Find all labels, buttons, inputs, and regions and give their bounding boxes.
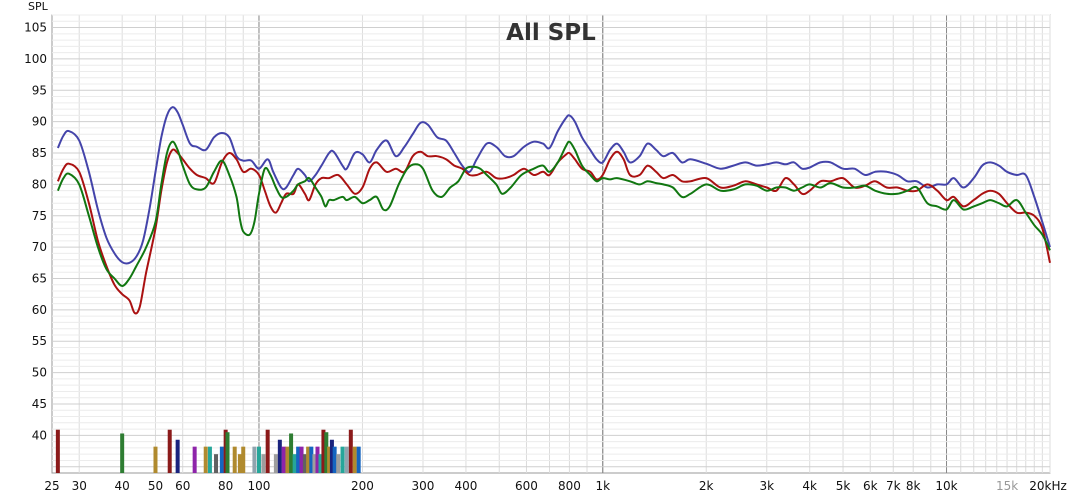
series-line	[56, 140, 1051, 287]
marker-bar	[232, 446, 237, 473]
marker-bar	[292, 454, 297, 473]
marker-bar	[285, 446, 290, 473]
marker-bar	[312, 454, 317, 473]
marker-bar	[55, 429, 60, 473]
x-tick-label: 800	[558, 479, 581, 493]
x-tick-label: 60	[175, 479, 190, 493]
x-tick-label: 3k	[759, 479, 774, 493]
y-axis-title: SPL	[28, 0, 49, 13]
marker-bar	[225, 432, 230, 473]
y-tick-label: 95	[32, 83, 47, 97]
x-tick-label: 100	[248, 479, 271, 493]
y-tick-label: 55	[32, 334, 47, 348]
marker-bar	[344, 446, 349, 473]
marker-bar	[273, 454, 278, 473]
y-tick-label: 80	[32, 177, 47, 191]
chart-title: All SPL	[506, 20, 596, 46]
x-tick-label: 400	[454, 479, 477, 493]
marker-bar	[329, 439, 334, 473]
y-tick-labels: 40 45 50 55 60 65 70 75 80 85 90 95 100 105	[24, 21, 47, 443]
marker-bar	[214, 454, 219, 473]
marker-bar	[327, 446, 332, 473]
plot-area	[51, 14, 1051, 474]
series-line	[56, 106, 1051, 265]
curves	[56, 106, 1051, 315]
x-tick-label: 5k	[836, 479, 851, 493]
marker-bar	[167, 429, 172, 473]
marker-bar	[241, 446, 246, 473]
marker-bar	[324, 432, 329, 473]
x-tick-labels: 25 30 40 50 60 80 100 200 300 400 600 800 1k 2k 3k 4k 5k…	[44, 479, 1066, 493]
y-tick-label: 65	[32, 272, 47, 286]
marker-bar	[252, 446, 257, 473]
y-tick-label: 45	[32, 397, 47, 411]
marker-bar	[261, 454, 266, 473]
marker-bar	[256, 446, 261, 473]
x-tick-label: 4k	[802, 479, 817, 493]
marker-bar	[265, 429, 270, 473]
marker-bars	[55, 429, 361, 473]
marker-bar	[309, 446, 314, 473]
marker-bar	[153, 446, 158, 473]
x-tick-label: 8k	[906, 479, 921, 493]
marker-bar	[203, 446, 208, 473]
marker-bar	[192, 446, 197, 473]
marker-bar	[281, 446, 286, 473]
y-tick-label: 50	[32, 366, 47, 380]
y-tick-label: 60	[32, 303, 47, 317]
marker-bar	[299, 446, 304, 473]
marker-bar	[352, 446, 357, 473]
x-tick-label: 30	[72, 479, 87, 493]
y-tick-label: 85	[32, 146, 47, 160]
marker-bar	[175, 439, 180, 473]
marker-bar	[289, 433, 294, 473]
x-tick-label: 6k	[863, 479, 878, 493]
marker-bar	[340, 446, 345, 473]
x-tick-label: 80	[218, 479, 233, 493]
x-tick-label: 2k	[699, 479, 714, 493]
x-tick-label: 10k	[935, 479, 957, 493]
x-tick-label: 300	[412, 479, 435, 493]
y-tick-label: 70	[32, 240, 47, 254]
x-tick-label: 50	[148, 479, 163, 493]
marker-bar	[219, 446, 224, 473]
y-tick-label: 100	[24, 52, 47, 66]
x-tick-label: 25	[44, 479, 59, 493]
marker-bar	[120, 433, 125, 473]
marker-bar	[318, 454, 323, 473]
marker-bar	[277, 439, 282, 473]
x-tick-label: 200	[351, 479, 374, 493]
marker-bar	[315, 446, 320, 473]
marker-bar	[348, 429, 353, 473]
marker-bar	[332, 446, 337, 473]
marker-bar	[296, 446, 301, 473]
x-tick-label: 600	[515, 479, 538, 493]
marker-bar	[306, 446, 311, 473]
x-tick-label: 15k	[996, 479, 1018, 493]
x-tick-label: 40	[115, 479, 130, 493]
marker-bar	[302, 454, 307, 473]
marker-bar	[237, 454, 242, 473]
y-tick-label: 40	[32, 428, 47, 442]
marker-bar	[321, 429, 326, 473]
marker-bar	[356, 446, 361, 473]
y-tick-label: 75	[32, 209, 47, 223]
x-tick-label: 1k	[595, 479, 610, 493]
y-tick-label: 105	[24, 21, 47, 35]
marker-bar	[336, 454, 341, 473]
marker-bar	[207, 446, 212, 473]
x-tick-label: 20kHz	[1029, 479, 1067, 493]
x-tick-label: 7k	[886, 479, 901, 493]
y-tick-label: 90	[32, 115, 47, 129]
